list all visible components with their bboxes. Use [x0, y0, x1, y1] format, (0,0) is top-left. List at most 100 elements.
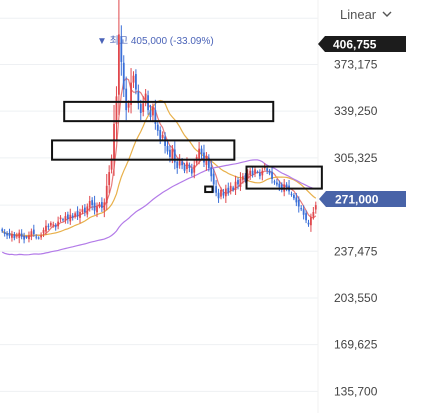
y-tick-label: 237,475	[334, 244, 378, 258]
candle-body	[212, 173, 215, 185]
candle-body	[18, 232, 21, 238]
candle-body	[190, 168, 193, 174]
candle-body	[266, 168, 269, 171]
candle-body	[295, 197, 298, 203]
candle-body	[96, 206, 98, 213]
candle-body	[142, 103, 145, 113]
candle-body	[100, 202, 103, 208]
candle-body	[241, 176, 244, 180]
scale-selector[interactable]: Linear	[340, 4, 392, 24]
top-price-label: 406,755	[333, 38, 377, 52]
candle-body	[254, 169, 256, 174]
candle-body	[258, 172, 261, 177]
candle-body	[3, 232, 6, 235]
candle-body	[261, 170, 264, 176]
candle-body	[305, 213, 307, 221]
candle-body	[57, 221, 60, 227]
candle-body	[8, 232, 11, 237]
candle-body	[88, 200, 91, 208]
y-tick-label: 203,550	[334, 291, 378, 305]
candle-body	[224, 188, 227, 197]
candle-body	[173, 149, 176, 163]
grid-lines	[0, 0, 319, 413]
candle-body	[217, 192, 220, 199]
candle-body	[293, 194, 295, 199]
candle-body	[149, 110, 152, 118]
candle-body	[314, 205, 317, 210]
chevron-down-icon	[382, 11, 392, 17]
candle-body	[42, 229, 45, 233]
candle-body	[64, 216, 67, 221]
candle-body	[1, 229, 4, 232]
y-tick-label: 169,625	[334, 338, 378, 352]
candle-body	[6, 233, 8, 236]
candle-body	[246, 173, 249, 178]
candle-body	[183, 165, 186, 171]
candle-body	[232, 187, 235, 190]
candle-body	[86, 206, 89, 215]
price-axis: 373,175 339,250 305,325 237,475 203,550 169,6…	[334, 57, 378, 398]
candle-body	[166, 145, 169, 152]
candle-body	[275, 182, 278, 185]
y-tick-label: 339,250	[334, 104, 378, 118]
candle-body	[23, 235, 25, 240]
candle-body	[280, 184, 283, 190]
candle-body	[297, 199, 300, 207]
candle-body	[76, 210, 79, 217]
max-price-annotation: ▼ 최고 405,000 (-33.09%)	[97, 35, 214, 47]
candle-body	[110, 158, 113, 170]
candle-body	[307, 222, 310, 225]
candle-body	[30, 231, 33, 236]
candlesticks	[1, 0, 317, 244]
candle-body	[15, 235, 18, 237]
highlight-box	[204, 185, 214, 194]
moving-average-line	[1, 159, 316, 256]
candle-body	[45, 225, 47, 232]
candle-body	[71, 215, 74, 218]
candle-body	[49, 223, 52, 226]
candle-body	[91, 200, 94, 206]
candle-body	[220, 189, 222, 197]
candle-body	[186, 162, 188, 170]
max-price-label: ▼ 최고 405,000 (-33.09%)	[97, 35, 214, 47]
candle-body	[25, 237, 28, 239]
y-tick-label: 373,175	[334, 57, 378, 71]
candle-body	[132, 75, 135, 83]
candle-body	[161, 134, 164, 138]
candle-body	[115, 96, 118, 124]
candle-body	[113, 123, 115, 160]
candle-body	[268, 170, 271, 174]
candle-body	[37, 237, 40, 239]
candle-body	[127, 103, 130, 108]
candle-body	[13, 234, 16, 239]
candle-body	[256, 171, 259, 173]
candle-body	[181, 161, 183, 166]
candle-body	[47, 225, 50, 228]
candle-body	[135, 74, 137, 90]
candle-body	[159, 129, 162, 141]
candle-body	[93, 202, 96, 211]
candle-body	[122, 62, 125, 90]
y-tick-label: 135,700	[334, 384, 378, 398]
candle-body	[244, 175, 247, 181]
candle-body	[227, 187, 230, 193]
candle-body	[79, 212, 81, 218]
candle-body	[278, 183, 281, 188]
candle-body	[66, 214, 69, 219]
candle-body	[271, 171, 273, 179]
candle-body	[251, 170, 254, 175]
candle-body	[74, 213, 77, 217]
candle-body	[125, 88, 128, 111]
candle-body	[312, 212, 315, 217]
candle-body	[35, 236, 38, 238]
highlight-box	[63, 100, 275, 123]
candle-body	[229, 185, 232, 191]
current-price-marker: 271,000	[319, 191, 406, 207]
candle-body	[215, 186, 218, 193]
y-tick-label: 305,325	[334, 151, 378, 165]
candle-body	[203, 152, 205, 163]
candle-body	[239, 178, 242, 187]
candle-body	[81, 209, 84, 213]
